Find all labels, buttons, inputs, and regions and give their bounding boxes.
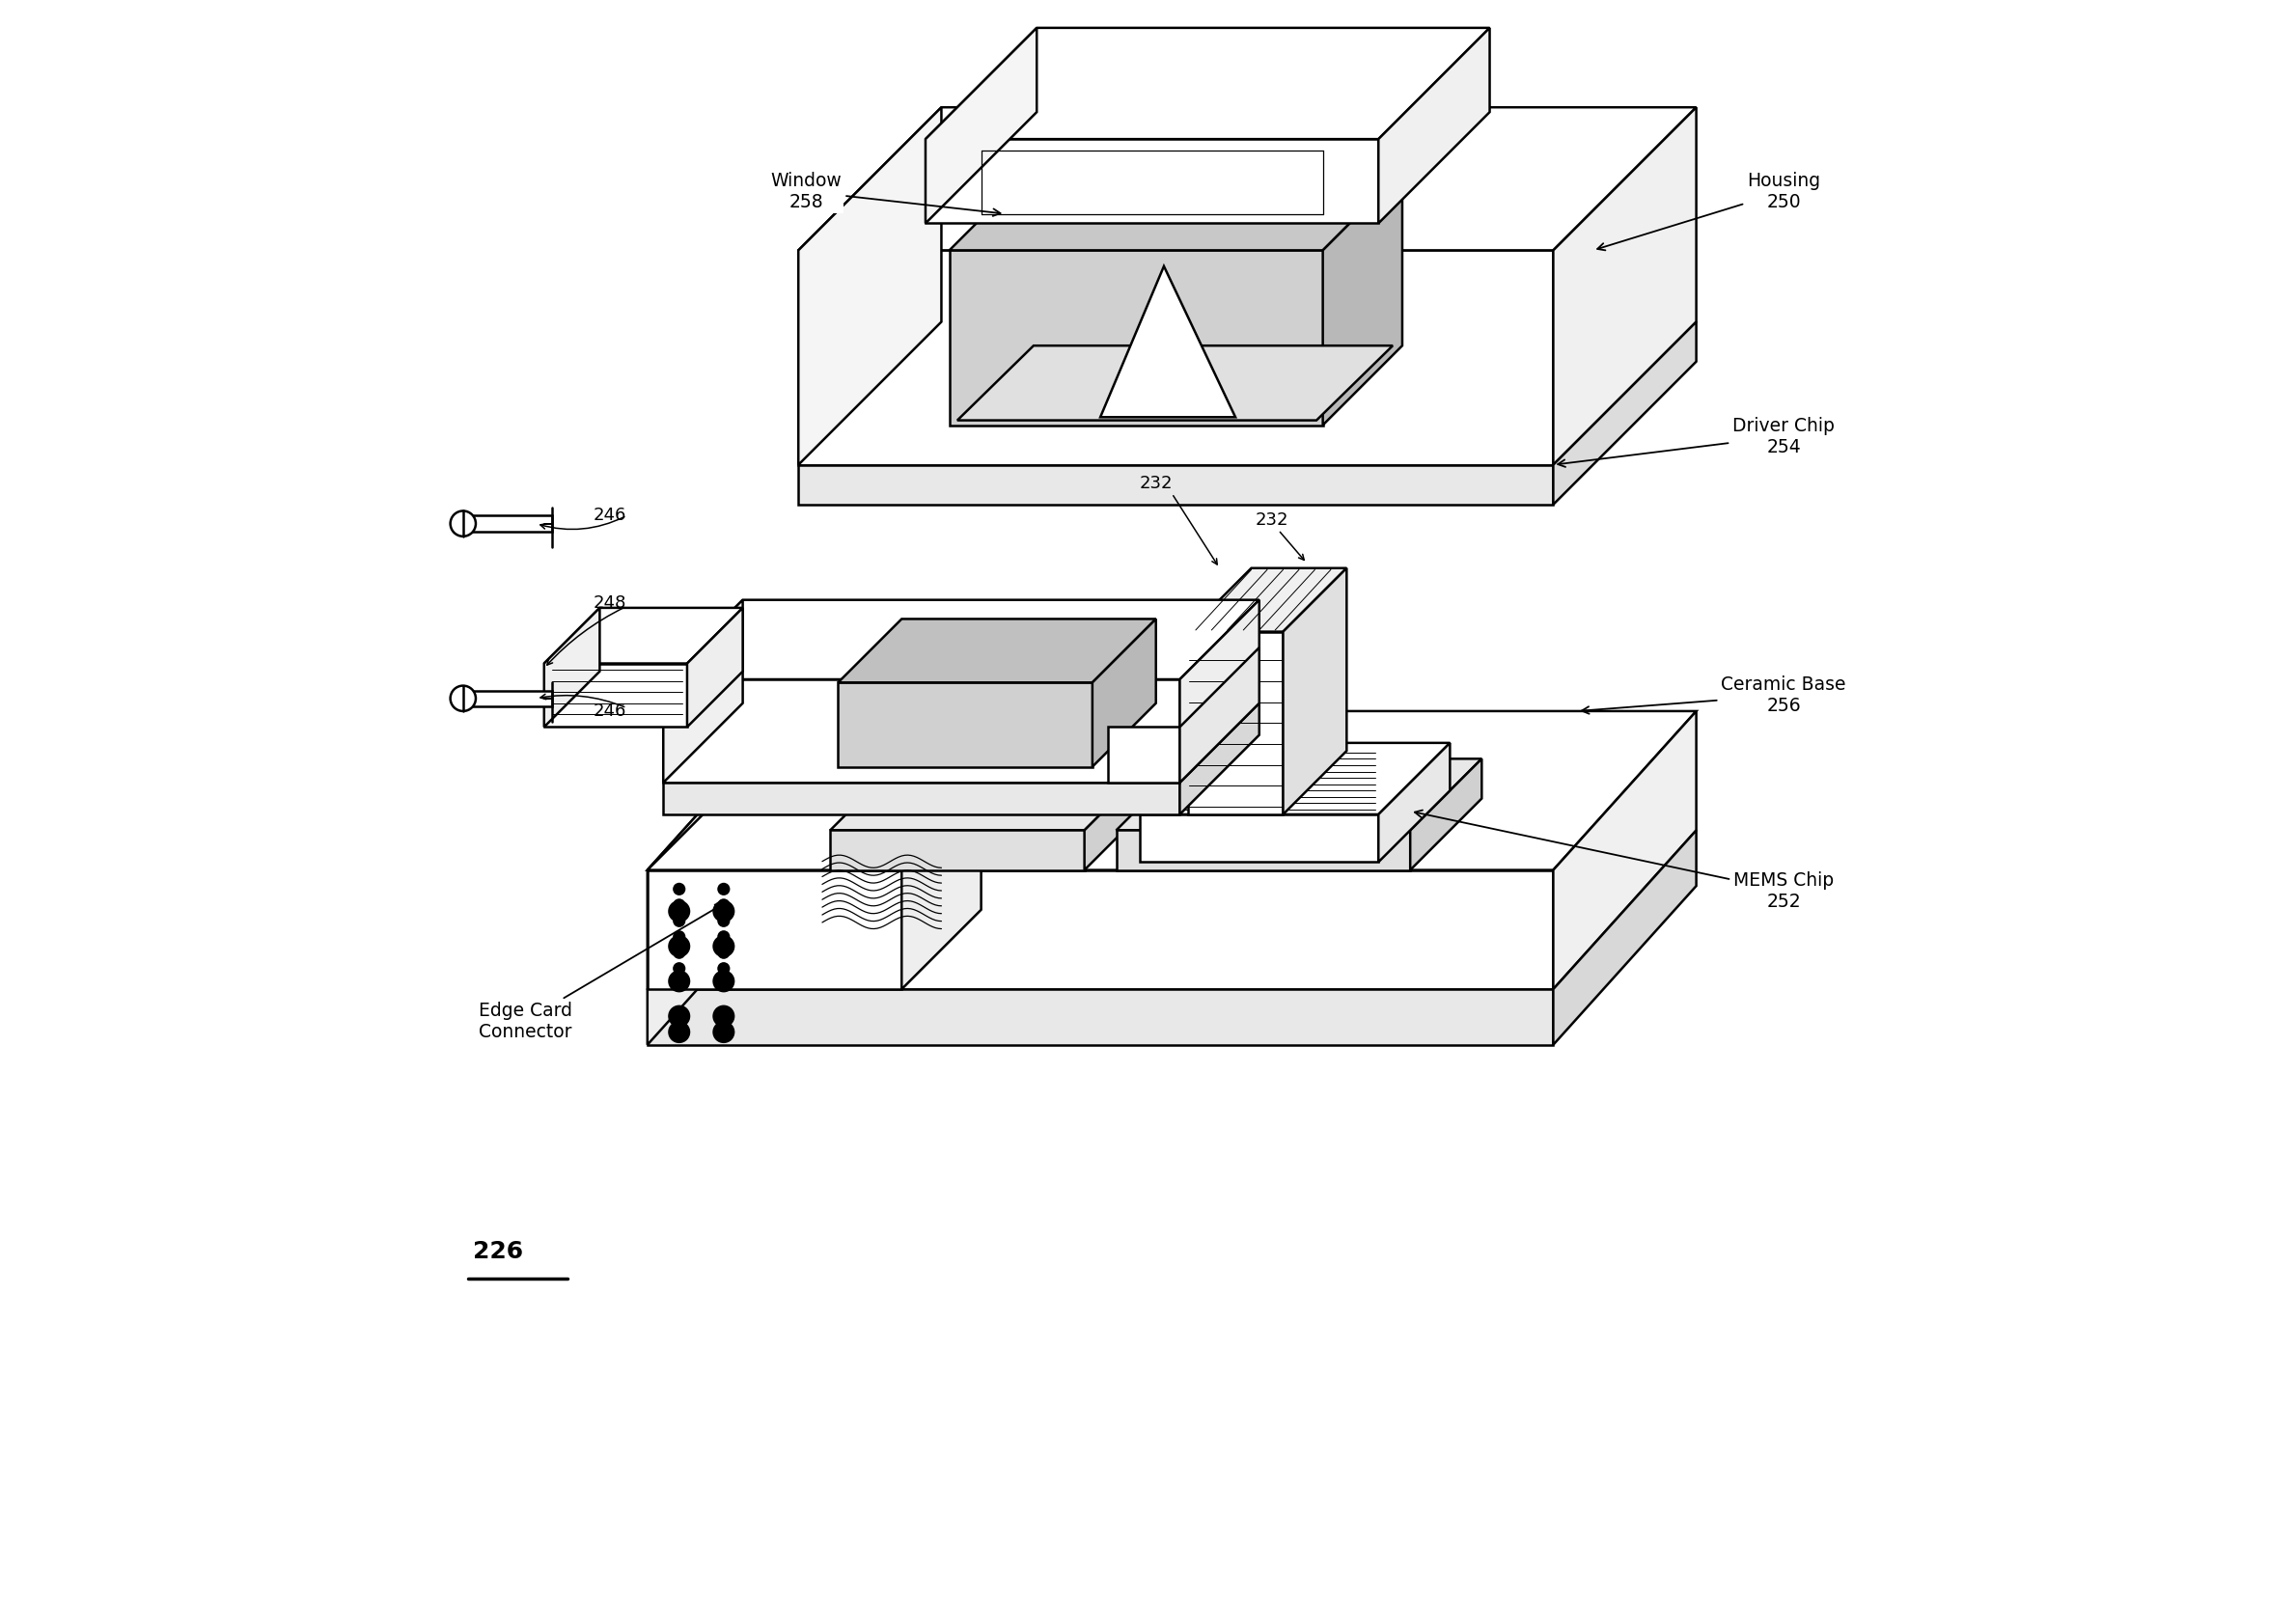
Polygon shape (544, 608, 599, 727)
Text: 248: 248 (595, 594, 627, 612)
Polygon shape (925, 27, 1490, 139)
Polygon shape (647, 791, 980, 870)
Circle shape (716, 961, 730, 974)
Text: 246: 246 (595, 703, 627, 720)
Circle shape (716, 915, 730, 928)
Polygon shape (1180, 600, 1258, 783)
Polygon shape (831, 759, 1155, 830)
Polygon shape (1378, 743, 1451, 862)
Circle shape (668, 936, 691, 957)
Polygon shape (544, 663, 687, 727)
Polygon shape (647, 870, 1554, 989)
Text: Window
258: Window 258 (771, 172, 1001, 216)
Circle shape (712, 1020, 735, 1043)
Polygon shape (1100, 267, 1235, 417)
Polygon shape (664, 600, 1258, 679)
Text: 232: 232 (1256, 511, 1288, 529)
Polygon shape (1187, 632, 1283, 814)
Circle shape (450, 511, 475, 537)
Polygon shape (647, 711, 1697, 870)
Circle shape (712, 1005, 735, 1027)
Circle shape (668, 901, 691, 923)
Polygon shape (687, 608, 742, 727)
Polygon shape (647, 711, 790, 1044)
Polygon shape (1180, 647, 1258, 783)
Polygon shape (647, 989, 1554, 1044)
Polygon shape (1109, 727, 1180, 783)
Polygon shape (925, 27, 1038, 224)
Text: 232: 232 (1139, 476, 1173, 492)
Text: MEMS Chip
252: MEMS Chip 252 (1414, 810, 1835, 910)
Text: 246: 246 (595, 506, 627, 524)
Circle shape (716, 899, 730, 912)
Polygon shape (1554, 830, 1697, 1044)
Polygon shape (1410, 759, 1481, 870)
Polygon shape (1187, 569, 1348, 632)
Polygon shape (1322, 171, 1403, 425)
Text: Edge Card
Connector: Edge Card Connector (478, 904, 723, 1041)
Polygon shape (831, 830, 1084, 870)
Polygon shape (664, 783, 1180, 814)
Circle shape (668, 1020, 691, 1043)
Circle shape (673, 899, 687, 912)
Polygon shape (902, 791, 980, 989)
Polygon shape (464, 516, 551, 532)
Polygon shape (838, 682, 1093, 767)
Polygon shape (664, 600, 742, 783)
Circle shape (673, 915, 687, 928)
Polygon shape (1378, 27, 1490, 224)
Circle shape (450, 685, 475, 711)
Polygon shape (799, 251, 1554, 465)
Circle shape (668, 1005, 691, 1027)
Polygon shape (1116, 830, 1410, 870)
Circle shape (673, 883, 687, 896)
Polygon shape (647, 870, 902, 989)
Circle shape (673, 947, 687, 958)
Polygon shape (1554, 107, 1697, 465)
Text: Housing
250: Housing 250 (1598, 172, 1821, 251)
Polygon shape (1093, 620, 1155, 767)
Circle shape (712, 936, 735, 957)
Polygon shape (1141, 743, 1451, 814)
Circle shape (712, 969, 735, 992)
Text: Driver Chip
254: Driver Chip 254 (1559, 417, 1835, 466)
Polygon shape (799, 107, 941, 465)
Polygon shape (1116, 759, 1481, 830)
Circle shape (673, 931, 687, 944)
Polygon shape (464, 690, 551, 706)
Circle shape (668, 969, 691, 992)
Circle shape (716, 931, 730, 944)
Polygon shape (799, 465, 1554, 505)
Polygon shape (948, 171, 1403, 251)
Circle shape (716, 883, 730, 896)
Polygon shape (1283, 569, 1348, 814)
Circle shape (673, 961, 687, 974)
Polygon shape (1180, 703, 1258, 814)
Polygon shape (544, 608, 742, 663)
Polygon shape (1141, 814, 1378, 862)
Polygon shape (799, 107, 1697, 251)
Polygon shape (925, 139, 1378, 224)
Polygon shape (664, 679, 1180, 783)
Polygon shape (957, 345, 1394, 420)
Text: Ceramic Base
256: Ceramic Base 256 (1582, 676, 1846, 715)
Circle shape (712, 901, 735, 923)
Polygon shape (948, 251, 1322, 425)
Polygon shape (1084, 759, 1155, 870)
Polygon shape (1554, 323, 1697, 505)
Circle shape (716, 947, 730, 958)
Polygon shape (1554, 711, 1697, 989)
Text: 226: 226 (473, 1239, 523, 1263)
Polygon shape (838, 620, 1155, 682)
